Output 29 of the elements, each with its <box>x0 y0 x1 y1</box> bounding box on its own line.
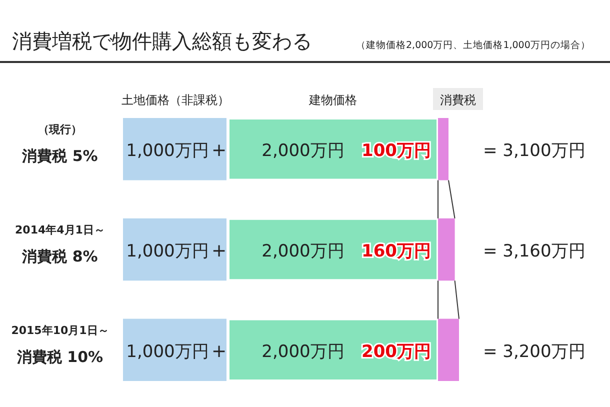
y-tick-label: 2015年10月1日～消費税 10% <box>11 324 109 366</box>
data-label: 1,000万円 <box>126 342 209 362</box>
total-label: = 3,100万円 <box>483 141 586 162</box>
y-tick-label: 2014年4月1日～消費税 8% <box>15 224 105 266</box>
data-label: 200万円 <box>362 342 431 362</box>
annotation: + <box>211 340 227 362</box>
data-label: 1,000万円 <box>126 242 209 262</box>
bar <box>123 318 228 381</box>
total-label: = 3,200万円 <box>483 342 586 362</box>
series-label: 消費税 <box>440 93 476 107</box>
bar <box>438 318 459 381</box>
bar <box>438 118 448 180</box>
chart-subtitle: （建物価格2,000万円、土地価格1,000万円の場合） <box>356 39 590 51</box>
y-tick-label: （現行）消費税 5% <box>21 123 98 166</box>
data-label: 2,000万円 <box>262 141 344 162</box>
annotation: + <box>211 240 227 262</box>
annotation: + <box>211 140 227 162</box>
bar <box>438 218 455 281</box>
data-label: 2,000万円 <box>262 242 344 262</box>
data-label: 1,000万円 <box>126 141 209 162</box>
series-label: 土地価格（非課税） <box>122 93 230 107</box>
chart-title: 消費増税で物件購入総額も変わる <box>12 29 312 53</box>
total-label: = 3,160万円 <box>483 242 586 262</box>
bar <box>123 118 228 180</box>
data-label: 2,000万円 <box>262 342 344 362</box>
data-label: 100万円 <box>362 141 431 162</box>
series-label: 建物価格 <box>308 93 357 107</box>
data-label: 160万円 <box>362 242 431 262</box>
bar <box>123 218 228 281</box>
